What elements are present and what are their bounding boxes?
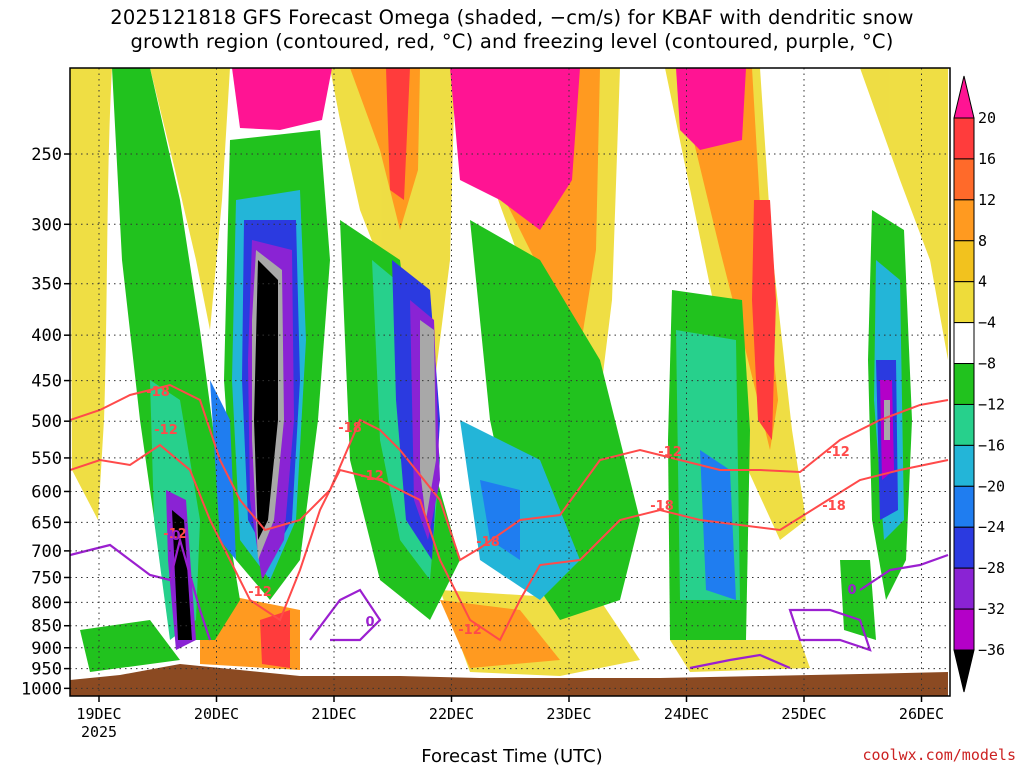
dgz-contour-label: -12 [163,527,187,542]
x-axis: 19DEC 20DEC 21DEC 22DEC 23DEC 24DEC 25DEC 26DEC… [76,696,944,741]
colorbar-label: 20 [978,109,996,127]
colorbar-swatch [953,322,975,365]
plot-content [70,68,950,696]
x-tick-label: 19DEC [76,705,121,723]
plot-frame [69,67,951,697]
dgz-contour-label: -12 [458,623,482,638]
freezing-contour-b [309,588,382,642]
y-tick-label: 800 [31,593,62,613]
y-tick-label: 500 [31,412,62,432]
freezing-contours [70,535,949,670]
x-tick-label: 24DEC [664,705,709,723]
dgz-contour-minus18 [70,383,949,562]
chart-title-line1: 2025121818 GFS Forecast Omega (shaded, −… [110,6,914,29]
dgz-contours [70,383,949,642]
omega-strong-rising-shading [232,68,776,668]
dgz-contour-minus12 [70,443,949,642]
colorbar-swatch [953,526,975,569]
ground-terrain [70,664,948,696]
colorbar-swatch [953,485,975,528]
freezing-contour-a [70,535,212,641]
dgz-contour-label: -12 [248,585,272,600]
colorbar-label: −8 [978,355,996,373]
y-tick-label: 300 [31,215,62,235]
y-tick-label: 650 [31,513,62,533]
colorbar-label: 4 [978,273,987,291]
x-tick-label: 25DEC [781,705,826,723]
colorbar-label: −28 [978,559,1005,577]
y-tick-label: 550 [31,449,62,469]
y-tick-label: 850 [31,617,62,637]
colorbar-top-arrow [953,75,975,119]
colorbar-swatch [953,158,975,201]
colorbar-label: −16 [978,436,1005,454]
colorbar-label: 16 [978,150,996,168]
dgz-contour-label: -18 [650,499,674,514]
x-tick-label: 22DEC [429,705,474,723]
colorbar-swatch [953,608,975,651]
freezing-contour-d [859,553,949,591]
watermark: coolwx.com/models [862,746,1016,764]
colorbar-bottom-arrow [953,649,975,693]
colorbar-swatch [953,117,975,160]
y-tick-label: 350 [31,275,62,295]
x-tick-label: 23DEC [546,705,591,723]
y-tick-label: 700 [31,542,62,562]
colorbar-label: −20 [978,477,1005,495]
omega-extreme-sinking-shading [172,250,890,640]
y-tick-label: 250 [31,145,62,165]
x-tick-label: 21DEC [311,705,356,723]
dgz-contour-label: -18 [146,385,170,400]
freezing-contour-e [689,653,791,670]
y-tick-label: 400 [31,326,62,346]
freezing-contour-label: 0 [847,583,856,598]
y-tick-label: 900 [31,639,62,659]
y-tick-label: 950 [31,660,62,680]
colorbar-label: −12 [978,395,1005,413]
chart-title-line2: growth region (contoured, red, °C) and f… [130,30,894,53]
dgz-contour-label: -12 [154,423,178,438]
freezing-contour-c [788,608,872,652]
x-tick-label: 26DEC [899,705,944,723]
colorbar-label: −24 [978,518,1005,536]
dgz-contour-label: -18 [822,499,846,514]
colorbar-label: −32 [978,600,1005,618]
dgz-contour-label: -12 [658,445,682,460]
gridlines [70,68,950,696]
colorbar-label: −36 [978,641,1005,659]
dgz-contour-label: -18 [476,535,500,550]
x-axis-label: Forecast Time (UTC) [421,746,603,767]
dgz-contour-label: -12 [826,445,850,460]
colorbar-swatch [953,240,975,283]
dgz-contour-label: -12 [360,469,384,484]
y-tick-label: 1000 [21,679,62,699]
freezing-contour-label: 0 [171,529,180,544]
colorbar-swatch [953,567,975,610]
y-tick-label: 750 [31,568,62,588]
colorbar-label: 12 [978,191,996,209]
colorbar-swatch [953,281,975,324]
colorbar-label: 8 [978,232,987,250]
dgz-contour-label: -18 [338,421,362,436]
colorbar-swatch [953,363,975,405]
y-axis: 2503003504004505005506006507007508008509… [21,145,70,699]
colorbar-swatch [953,403,975,446]
y-tick-label: 450 [31,372,62,392]
colorbar-label: −4 [978,314,996,332]
colorbar: 20 16 12 8 4 −4 −8 −12 −16 −20 −24 −28 −32 −36 [953,75,1005,693]
freezing-contour-label: 0 [365,615,374,630]
colorbar-swatch [953,444,975,487]
x-tick-label: 20DEC [194,705,239,723]
chart-title: 2025121818 GFS Forecast Omega (shaded, −… [0,6,1024,54]
colorbar-swatch [953,199,975,242]
y-tick-label: 600 [31,482,62,502]
x-year-label: 2025 [81,723,117,741]
